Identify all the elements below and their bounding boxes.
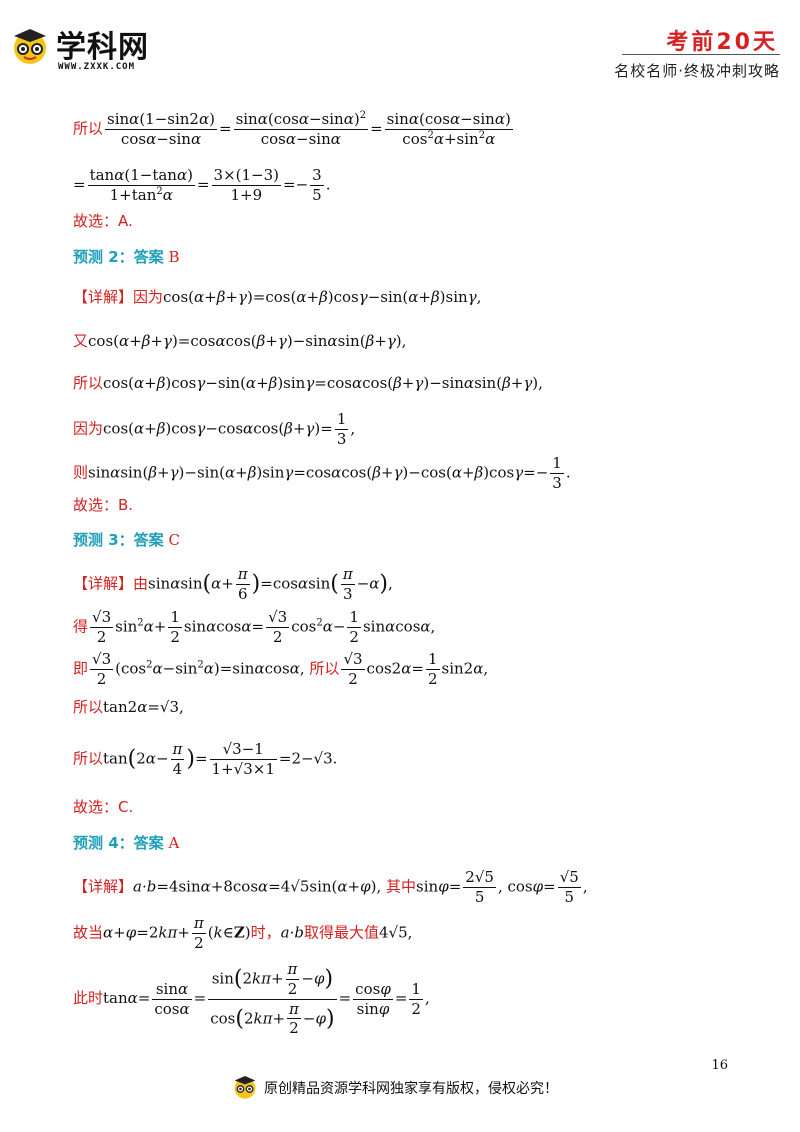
equation-line: 因为cos(α+β)cosγ−cosαcos(β+γ)= 1 3, [73, 410, 356, 448]
equation-line: 【详解】a·b=4sinα+8cosα=4√5sin(α+φ), 其中sinφ=… [73, 868, 588, 906]
footer: 原创精品资源学科网独家享有版权，侵权必究！ [232, 1072, 592, 1102]
mascot-icon [14, 29, 46, 64]
copyright-notice: 原创精品资源学科网独家享有版权，侵权必究！ [264, 1081, 558, 1097]
equation-line: 所以 sinα(1−sin2α) cosα−sinα = sinα(cosα−sinα)… [73, 110, 513, 148]
answer-choice: 故选：A. [73, 212, 133, 230]
equation-line: 又cos(α+β+γ)=cosαcos(β+γ)−sinαsin(β+γ), [73, 332, 407, 350]
equation-line: 【详解】因为cos(α+β+γ)=cos(α+β)cosγ−sin(α+β)si… [73, 288, 482, 306]
equation-line: 所以tan(2α− π 4)= √3−1 1+√3×1 =2−√3. [73, 740, 338, 778]
logo-text: 学科网 [56, 30, 149, 65]
answer-choice: 故选：B. [73, 496, 134, 514]
logo-url: WWW.ZXXK.COM [58, 62, 136, 72]
answer-choice: 故选：C. [73, 798, 134, 816]
equation-line: 此时tanα= sinα cosα = sin(2kπ+ π 2 −φ) cos(2kπ+ π 2−… [73, 960, 430, 1038]
header-subtitle: 名校名师·终极冲刺攻略 [614, 62, 780, 80]
section-heading: 预测 3：答案 C [73, 531, 180, 549]
equation-line: 所以tan2α=√3, [73, 698, 184, 716]
site-logo: 学科网 WWW.ZXXK.COM [10, 22, 170, 80]
page-number: 16 [711, 1058, 728, 1073]
header-divider [622, 54, 780, 55]
header-title: 考前20天 [666, 30, 778, 55]
equation-line: 所以cos(α+β)cosγ−sin(α+β)sinγ=cosαcos(β+γ)… [73, 374, 543, 392]
equation-line: 则sinαsin(β+γ)−sin(α+β)sinγ=cosαcos(β+γ)−… [73, 454, 571, 492]
mascot-icon [234, 1075, 256, 1099]
equation-line: 【详解】由sinαsin(α+ π 6)=cosαsin(π 3 −α), [73, 565, 393, 603]
equation-line: 即 √3 2 (cos2α−sin2α)=sinαcosα, 所以 √3 2 cos2α= 1… [73, 650, 489, 688]
equation-line: = tanα(1−tanα) 1+tan2α = 3×(1−3) 1+9 =− 3 5. [73, 166, 331, 204]
equation-line: 故当α+φ=2kπ+ π 2 (k∈Z)时，a·b取得最大值4√5, [73, 914, 413, 952]
section-heading: 预测 2：答案 B [73, 248, 180, 266]
section-heading: 预测 4：答案 A [73, 834, 180, 852]
equation-line: 得 √3 2 sin2α+ 1 2 sinαcosα= √3 2 cos2α− 1 2 sinαcosα… [73, 608, 436, 646]
